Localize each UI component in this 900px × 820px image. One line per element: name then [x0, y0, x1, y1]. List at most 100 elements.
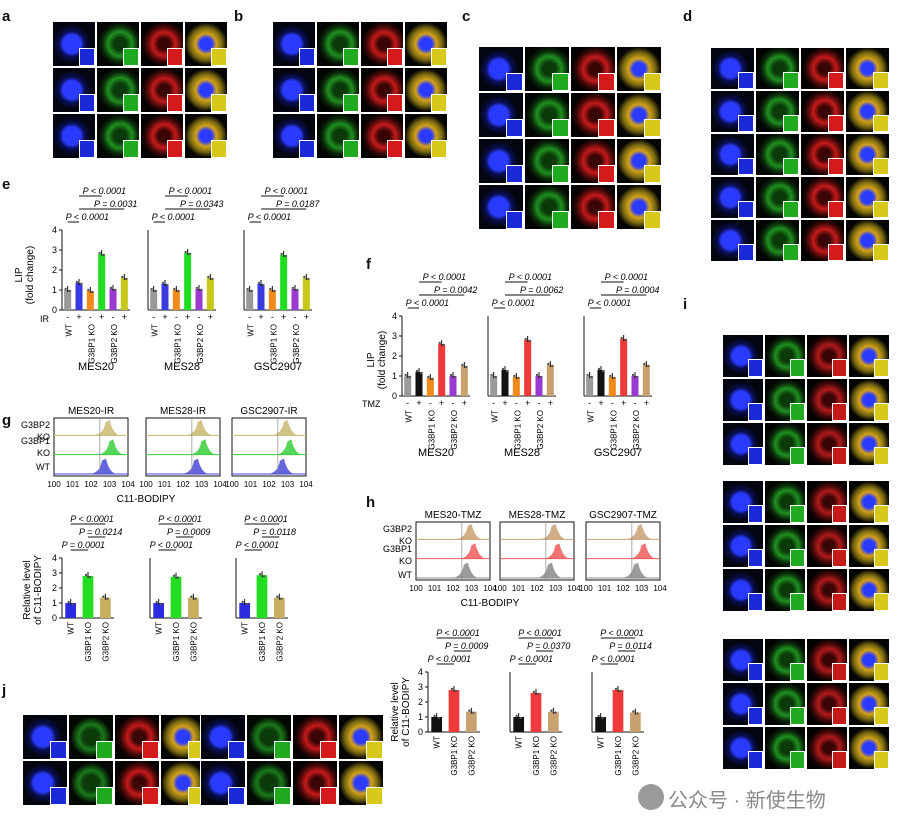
data-point: [68, 289, 71, 293]
zoom-inset: [747, 751, 763, 769]
g-ylabel: of C11-BODIPY: [33, 555, 44, 625]
zoom-inset: [831, 549, 847, 567]
panel-i-block2-tile-tmz-g3bp1: [764, 726, 806, 770]
histogram-title: GSC2907-TMZ: [589, 510, 657, 521]
panel-d-tile-ir2-merge: [845, 176, 890, 219]
g-series-label: G3BP1: [21, 436, 50, 446]
x-sign-label: -: [294, 312, 297, 322]
y-tick-label: 0: [52, 305, 57, 315]
x-group-label: G3BP1 KO: [269, 324, 278, 364]
zoom-inset: [598, 72, 615, 91]
p-value-label: P < 0.0001: [70, 514, 113, 524]
histogram-tick: 103: [465, 584, 479, 593]
panel-j-ir-tile-wt-fth1: [114, 714, 160, 760]
bar: [449, 376, 457, 396]
histogram-peak: [271, 420, 298, 436]
zoom-inset: [747, 663, 763, 681]
data-point: [528, 339, 531, 343]
bar: [206, 278, 214, 310]
panel-i-block0-tile-control-dapi: [722, 334, 764, 378]
histogram-frame: [585, 521, 661, 581]
data-point: [88, 575, 92, 579]
x-category-label: G3BP2 KO: [467, 736, 476, 776]
y-tick-label: 4: [392, 311, 397, 321]
zoom-inset: [123, 93, 139, 112]
panel-c-tile-ir-dapi: [478, 46, 524, 92]
data-point: [519, 716, 522, 720]
x-group-label: WT: [65, 324, 74, 337]
x-sign-label: +: [462, 398, 467, 408]
data-point: [307, 277, 310, 281]
zoom-inset: [343, 139, 359, 158]
data-point: [450, 687, 454, 691]
data-point: [258, 573, 262, 576]
data-point: [91, 290, 94, 294]
data-point: [431, 377, 434, 381]
zoom-inset: [299, 139, 315, 158]
data-point: [505, 369, 509, 373]
histogram-tick: 103: [195, 480, 209, 489]
panel-letter-b: b: [234, 8, 244, 25]
data-point: [515, 714, 518, 718]
histogram-tick: 103: [549, 584, 563, 593]
f-ylabel: (fold change): [377, 331, 388, 389]
panel-i-block1-tile-control-merge: [848, 480, 890, 524]
data-point: [535, 373, 539, 377]
panel-i-block2-tile-tmz-dapi: [722, 726, 764, 770]
panel-j-tmz-tile-dko2-merge: [338, 760, 384, 806]
data-point: [632, 710, 635, 713]
panel-i-block2-tile-control-ncoa4: [806, 638, 848, 682]
histogram-peak: [89, 458, 116, 474]
data-point: [262, 575, 266, 578]
data-point: [241, 600, 244, 604]
data-point: [303, 275, 306, 279]
panel-d-tile-tmz-merge: [845, 133, 890, 176]
data-point: [245, 602, 248, 606]
zoom-inset: [831, 707, 847, 725]
data-point: [536, 692, 540, 696]
zoom-inset: [747, 359, 763, 377]
panel-b-tile-ir-dapi: [272, 67, 316, 113]
bar: [280, 255, 288, 310]
data-point: [261, 283, 265, 287]
data-point: [291, 286, 295, 290]
histogram-peak: [189, 439, 216, 455]
data-point: [597, 367, 601, 371]
panel-a-tile-control-g3bp1: [96, 21, 140, 67]
panel-b-tile-ir-g3bp1: [316, 67, 360, 113]
x-group-label: G3BP2 KO: [632, 410, 641, 450]
zoom-inset: [387, 93, 403, 112]
histogram-tick: 104: [483, 584, 497, 593]
zoom-inset: [737, 157, 754, 175]
data-point: [494, 375, 497, 379]
x-sign-label: +: [598, 398, 603, 408]
panel-d-tile-tmz2-g3bp1: [755, 219, 800, 262]
data-point: [295, 288, 299, 292]
bar: [170, 576, 182, 618]
g-series-label: KO: [37, 448, 50, 458]
x-sign-label: +: [162, 312, 167, 322]
zoom-inset: [506, 210, 523, 229]
y-tick-label: 3: [418, 682, 423, 692]
zoom-inset: [782, 200, 799, 218]
x-category-label: WT: [433, 736, 442, 749]
panel-c-tile-ir-ftl: [570, 46, 616, 92]
bar: [501, 370, 509, 396]
panel-b-tile-tmz-dapi: [272, 113, 316, 159]
g-series-label: G3BP2: [21, 420, 50, 430]
data-point: [102, 253, 105, 257]
zoom-inset: [789, 707, 805, 725]
data-point: [190, 595, 193, 598]
data-point: [199, 288, 203, 292]
data-point: [106, 597, 109, 600]
data-point: [554, 711, 557, 714]
zoom-inset: [552, 210, 569, 229]
p-value-label: P < 0.0001: [423, 272, 466, 282]
chart-title: MES20: [78, 361, 114, 373]
bar: [512, 377, 520, 396]
data-point: [159, 602, 162, 606]
x-group-label: G3BP2 KO: [110, 324, 119, 364]
x-sign-label: -: [175, 312, 178, 322]
data-point: [620, 336, 623, 340]
histogram-title: MES20-IR: [68, 406, 114, 417]
